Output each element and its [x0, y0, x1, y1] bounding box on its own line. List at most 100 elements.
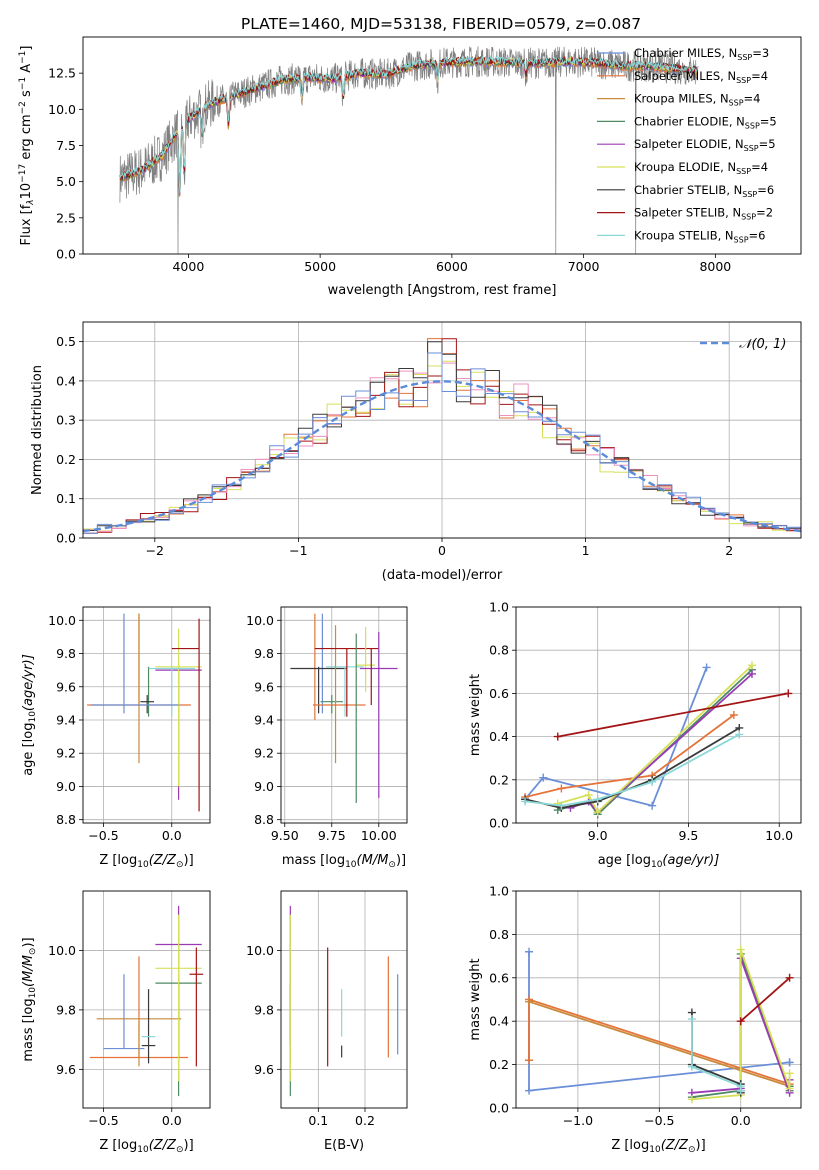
legend-label: Kroupa ELODIE, NSSP=4: [634, 160, 768, 176]
label-part: 10: [28, 987, 38, 999]
model-spectrum-3: [119, 57, 699, 193]
weight-marker: [729, 711, 738, 719]
label-part: SSP: [729, 99, 744, 108]
x-axis-label: wavelength [Angstrom, rest frame]: [328, 283, 557, 298]
label-part: (M/M: [21, 955, 36, 987]
weight-marker: [736, 1017, 745, 1026]
residual-histogram-5: [83, 352, 801, 534]
label-part: (age/yr)]: [662, 853, 719, 868]
x-tick-label: 0.1: [308, 1113, 328, 1128]
y-tick-label: 9.6: [56, 1062, 76, 1077]
x-axis-label: E(B-V): [324, 1138, 364, 1153]
model-spectrum-4: [119, 57, 699, 194]
x-tick-label: 9.50: [271, 828, 299, 843]
label-part: ⊙: [176, 860, 184, 870]
weight-marker: [785, 973, 794, 982]
weight-marker: [593, 795, 602, 804]
label-part: Salpeter ELODIE, N: [634, 137, 744, 151]
weight-series-6: [691, 1012, 742, 1093]
label-part: Z [log: [99, 853, 137, 868]
label-part: SSP: [734, 235, 749, 244]
label-part: ]: [19, 46, 34, 51]
x-axis-label: mass [log10(M/M⊙)]: [282, 853, 406, 870]
label-part: (Z/Z: [661, 1138, 689, 1153]
axes-frame: [82, 890, 211, 1109]
label-part: age [log: [21, 723, 36, 776]
y-tick-label: 9.0: [56, 779, 76, 794]
x-tick-label: 10.00: [361, 828, 397, 843]
y-tick-label: 0.3: [56, 413, 76, 428]
y-tick-label: 0.0: [489, 1101, 509, 1116]
y-tick-label: 5.0: [56, 174, 76, 189]
label-part: (Z/Z: [149, 1138, 177, 1153]
legend-label: Chabrier ELODIE, NSSP=5: [634, 114, 777, 130]
x-axis-label: (data-model)/error: [382, 568, 503, 583]
label-part: 10: [28, 711, 38, 723]
y-tick-label: 0.4: [56, 373, 76, 388]
label-part: Z [log: [611, 1138, 649, 1153]
weight-marker: [525, 1056, 534, 1065]
weight-marker: [785, 1058, 794, 1067]
label-part: )]: [184, 1138, 194, 1153]
y-axis-label: mass weight: [468, 674, 483, 756]
label-part: mass [log: [282, 853, 345, 868]
y-tick-label: 0.8: [489, 643, 509, 658]
residual-histogram-4: [83, 341, 801, 534]
label-part: SSP: [744, 144, 759, 153]
label-part: λ: [26, 199, 36, 205]
axes-frame: [280, 606, 408, 824]
x-tick-label: 10.0: [765, 828, 793, 843]
y-tick-label: 2.5: [56, 210, 76, 225]
mass-weight-vs-age-panel: 9.0 9.5 10.0 0.0 0.2 0.4 0.6 0.8 1.0 age [log10(a…: [468, 600, 802, 870]
label-part: =5: [760, 114, 777, 128]
x-axis-label: Z [log10(Z/Z⊙)]: [99, 853, 193, 870]
axes-frame: [280, 890, 408, 1109]
label-part: SSP: [742, 190, 757, 199]
y-tick-label: 0.0: [489, 816, 509, 831]
label-part: Z [log: [99, 1138, 137, 1153]
weight-marker: [584, 790, 593, 799]
label-part: 10: [345, 860, 357, 870]
y-tick-label: 7.5: [56, 138, 76, 153]
label-part: SSP: [741, 213, 756, 222]
y-tick-label: 1.0: [489, 884, 509, 899]
label-part: SSP: [736, 167, 751, 176]
label-part: =3: [752, 46, 769, 60]
weight-marker: [557, 784, 566, 793]
weight-marker: [648, 777, 657, 786]
y-axis-label: Normed distribution: [30, 365, 45, 495]
weight-series-6: [557, 692, 789, 738]
label-part: (M/M: [357, 853, 389, 868]
x-tick-label: −1.0: [563, 1113, 593, 1128]
label-part: Chabrier MILES, N: [634, 46, 737, 60]
label-part: Salpeter MILES, N: [634, 69, 736, 83]
legend-label: 𝒩(0, 1): [739, 337, 786, 352]
y-tick-label: 8.8: [56, 812, 76, 827]
age-vs-metallicity-panel: −0.5 0.08.89.09.29.49.69.810.0Z [log10(Z/…: [21, 606, 211, 870]
label-part: ⊙: [688, 1145, 696, 1155]
y-tick-label: 9.6: [56, 679, 76, 694]
y-tick-label: 9.8: [254, 646, 274, 661]
x-tick-label: 8000: [699, 259, 731, 274]
mass-weight-vs-metallicity-panel: −1.0 −0.5 0.0 0.0 0.2 0.4 0.6 0.8 1.0 Z [log10(Z/…: [468, 884, 802, 1155]
y-axis-label: mass weight: [468, 958, 483, 1040]
label-part: ⊙: [28, 948, 38, 956]
weight-series-4: [557, 664, 753, 814]
y-tick-label: 8.8: [254, 812, 274, 827]
label-part: (age/yr)]: [21, 654, 36, 711]
y-tick-label: 0.0: [56, 531, 76, 546]
legend-label: Salpeter ELODIE, NSSP=5: [634, 137, 776, 153]
model-spectrum-0: [119, 59, 699, 192]
label-part: 10: [137, 860, 149, 870]
residuals-panel: −2 −1 0 1 2 0.0 0.1 0.2 0.3 0.4 0.5 𝒩(0, 1) (data-mo…: [30, 321, 802, 583]
y-tick-label: 0.4: [489, 1014, 509, 1029]
weight-marker: [784, 689, 793, 698]
weight-marker: [785, 1069, 794, 1078]
gaussian-curve: [82, 380, 802, 533]
legend-label: Salpeter MILES, NSSP=4: [634, 69, 768, 85]
label-part: )]: [21, 937, 36, 947]
y-tick-label: 0.2: [489, 1057, 509, 1072]
y-axis-label: Flux [fλ10−17 erg cm−2 s−1 A−1]: [18, 46, 36, 246]
label-part: 10: [137, 1145, 149, 1155]
